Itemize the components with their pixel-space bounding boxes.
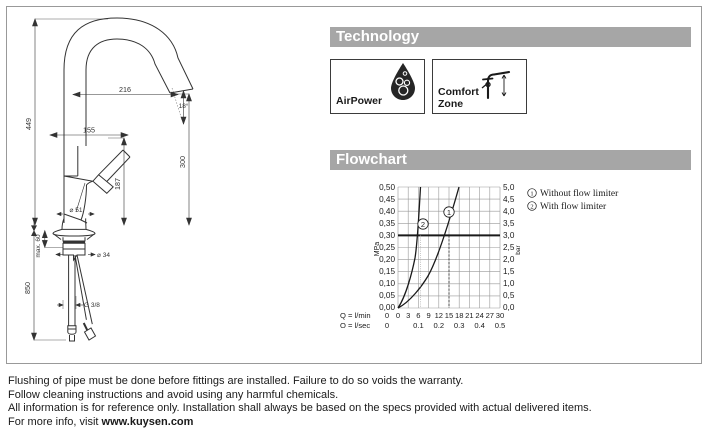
svg-text:0: 0: [396, 311, 400, 320]
svg-text:1: 1: [530, 191, 533, 198]
svg-text:2,5: 2,5: [503, 243, 515, 252]
svg-text:12: 12: [435, 311, 443, 320]
svg-text:5,0: 5,0: [503, 183, 515, 192]
svg-text:0,20: 0,20: [379, 255, 395, 264]
svg-text:27: 27: [486, 311, 494, 320]
svg-text:bar: bar: [515, 244, 522, 254]
svg-text:3,5: 3,5: [503, 219, 515, 228]
svg-text:4,5: 4,5: [503, 195, 515, 204]
svg-text:0: 0: [385, 311, 389, 320]
svg-text:18°: 18°: [179, 102, 189, 110]
svg-text:0,40: 0,40: [379, 207, 395, 216]
svg-text:0,30: 0,30: [379, 231, 395, 240]
svg-text:155: 155: [83, 126, 95, 135]
svg-text:4,0: 4,0: [503, 207, 515, 216]
svg-text:187: 187: [113, 178, 122, 190]
svg-text:1: 1: [447, 208, 451, 217]
svg-text:G 3/8: G 3/8: [84, 302, 100, 309]
svg-text:0,5: 0,5: [503, 291, 515, 300]
svg-text:0,15: 0,15: [379, 267, 395, 276]
svg-text:1,5: 1,5: [503, 267, 515, 276]
svg-text:21: 21: [465, 311, 473, 320]
svg-text:0,10: 0,10: [379, 279, 395, 288]
svg-text:15: 15: [445, 311, 453, 320]
svg-text:0,35: 0,35: [379, 219, 395, 228]
svg-text:Q = l/min: Q = l/min: [340, 311, 371, 320]
svg-text:0,4: 0,4: [474, 321, 485, 328]
svg-text:24: 24: [475, 311, 483, 320]
svg-text:2: 2: [530, 204, 533, 211]
svg-text:0,25: 0,25: [379, 243, 395, 252]
svg-text:216: 216: [119, 85, 131, 94]
svg-text:18: 18: [455, 311, 463, 320]
svg-text:2,0: 2,0: [503, 255, 515, 264]
svg-text:MPa: MPa: [374, 242, 381, 257]
svg-text:max. 60: max. 60: [35, 234, 42, 258]
svg-text:⌀ 51: ⌀ 51: [70, 207, 83, 214]
svg-text:0,45: 0,45: [379, 195, 395, 204]
svg-text:⌀ 34: ⌀ 34: [97, 252, 110, 259]
svg-text:6: 6: [416, 311, 420, 320]
svg-text:0,0: 0,0: [503, 303, 515, 312]
svg-text:Q = l/sec: Q = l/sec: [340, 321, 370, 328]
svg-text:Without flow limiter: Without flow limiter: [540, 188, 619, 199]
svg-text:0: 0: [385, 321, 389, 328]
svg-text:449: 449: [24, 118, 33, 130]
svg-text:With flow limiter: With flow limiter: [540, 201, 607, 212]
svg-text:0,2: 0,2: [434, 321, 445, 328]
svg-text:0,5: 0,5: [495, 321, 506, 328]
svg-text:2: 2: [421, 220, 425, 229]
svg-text:30: 30: [496, 311, 504, 320]
svg-text:3: 3: [406, 311, 410, 320]
svg-text:300: 300: [178, 156, 187, 168]
svg-text:0,50: 0,50: [379, 183, 395, 192]
svg-text:0,3: 0,3: [454, 321, 465, 328]
svg-text:850: 850: [23, 282, 32, 294]
svg-text:3,0: 3,0: [503, 231, 515, 240]
svg-text:9: 9: [426, 311, 430, 320]
svg-text:0,05: 0,05: [379, 291, 395, 300]
svg-text:1,0: 1,0: [503, 279, 515, 288]
svg-text:0,1: 0,1: [413, 321, 424, 328]
